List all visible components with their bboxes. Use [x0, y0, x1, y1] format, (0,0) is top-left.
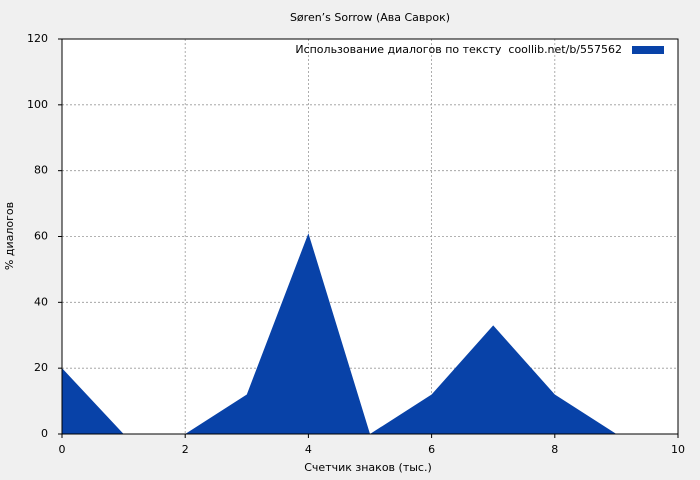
x-tick-label: 8 [551, 443, 558, 456]
x-tick-label: 4 [305, 443, 312, 456]
x-tick-label: 0 [59, 443, 66, 456]
y-tick-label: 40 [34, 295, 48, 308]
y-tick-label: 20 [34, 361, 48, 374]
legend-swatch [632, 46, 664, 54]
x-tick-label: 10 [671, 443, 685, 456]
y-tick-label: 60 [34, 230, 48, 243]
x-axis-label: Счетчик знаков (тыс.) [304, 461, 432, 474]
y-tick-label: 0 [41, 427, 48, 440]
chart-title: Søren’s Sorrow (Ава Саврок) [290, 11, 450, 24]
x-tick-label: 6 [428, 443, 435, 456]
y-tick-label: 120 [27, 32, 48, 45]
y-axis-label: % диалогов [3, 202, 16, 270]
plot-frame [61, 38, 679, 435]
y-tick-label: 100 [27, 98, 48, 111]
y-tick-label: 80 [34, 164, 48, 177]
x-tick-label: 2 [182, 443, 189, 456]
area [62, 233, 678, 434]
legend-label: Использование диалогов по тексту coollib… [295, 43, 622, 56]
